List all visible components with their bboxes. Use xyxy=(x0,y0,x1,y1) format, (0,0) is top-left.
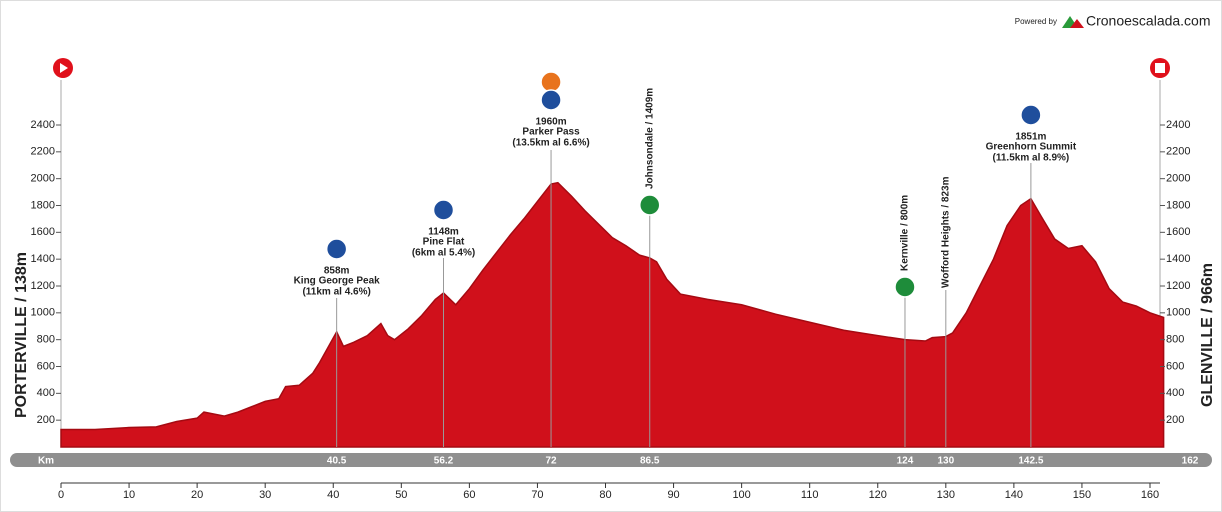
x-tick-label: 30 xyxy=(259,489,271,501)
climb-detail: (11km al 4.6%) xyxy=(302,287,370,298)
y2-tick-label: 200 xyxy=(1166,414,1184,426)
km-marker-label: 124 xyxy=(897,456,914,467)
waypoint-icon xyxy=(432,199,455,221)
x-tick-label: 20 xyxy=(191,489,203,501)
start-icon xyxy=(60,63,68,73)
x-tick-label: 100 xyxy=(732,489,750,501)
climb-detail: (6km al 5.4%) xyxy=(412,248,475,259)
waypoint-icon xyxy=(894,276,916,298)
y2-tick-label: 600 xyxy=(1166,360,1184,372)
brand: Cronoescalada.com xyxy=(1086,13,1211,29)
y2-tick-label: 1000 xyxy=(1166,307,1190,319)
x-tick-label: 120 xyxy=(869,489,887,501)
climb-name: Greenhorn Summit xyxy=(986,142,1077,153)
climb-name: Parker Pass xyxy=(522,127,580,138)
km-marker-label: 142.5 xyxy=(1018,456,1043,467)
km-bar xyxy=(10,453,1212,467)
waypoint-icon xyxy=(1020,104,1042,126)
x-tick-label: 130 xyxy=(937,489,955,501)
waypoint-name: Kernville / 800m xyxy=(900,195,911,271)
y-tick-label: 800 xyxy=(37,334,55,346)
x-tick-label: 0 xyxy=(58,489,64,501)
y2-tick-label: 2200 xyxy=(1166,146,1190,158)
climb-elevation: 1148m xyxy=(428,227,459,238)
climb-elevation: 1960m xyxy=(535,117,566,128)
finish-label: GLENVILLE / 966m xyxy=(1199,263,1216,407)
waypoint-icon xyxy=(325,238,348,260)
y2-tick-label: 2400 xyxy=(1166,119,1190,131)
x-tick-label: 160 xyxy=(1141,489,1159,501)
y-tick-label: 2200 xyxy=(31,146,55,158)
x-tick-label: 10 xyxy=(123,489,135,501)
km-marker-label: 86.5 xyxy=(640,456,660,467)
x-tick-label: 110 xyxy=(801,489,819,501)
y2-tick-label: 1800 xyxy=(1166,199,1190,211)
waypoint-name: Johnsondale / 1409m xyxy=(644,88,655,189)
climb-detail: (13.5km al 6.6%) xyxy=(512,138,589,149)
climb-name: Pine Flat xyxy=(423,237,465,248)
x-tick-label: 70 xyxy=(531,489,543,501)
y-tick-label: 1000 xyxy=(31,307,55,319)
km-marker-label: 56.2 xyxy=(434,456,454,467)
climb-elevation: 1851m xyxy=(1015,132,1046,143)
km-marker-label: 162 xyxy=(1182,456,1199,467)
km-marker-label: 40.5 xyxy=(327,456,347,467)
y-tick-label: 1400 xyxy=(31,253,55,265)
x-tick-label: 60 xyxy=(463,489,475,501)
climb-name: King George Peak xyxy=(294,276,381,287)
waypoint-icon xyxy=(540,89,562,111)
y-tick-label: 600 xyxy=(37,360,55,372)
climb-elevation: 858m xyxy=(324,266,350,277)
x-tick-label: 140 xyxy=(1005,489,1023,501)
finish-icon xyxy=(1155,63,1165,73)
x-tick-label: 90 xyxy=(667,489,679,501)
y2-tick-label: 800 xyxy=(1166,334,1184,346)
y-tick-label: 400 xyxy=(37,387,55,399)
waypoint-icon xyxy=(638,194,661,216)
y-tick-label: 200 xyxy=(37,414,55,426)
x-tick-label: 40 xyxy=(327,489,339,501)
km-marker-label: 130 xyxy=(937,456,954,467)
x-tick-label: 150 xyxy=(1073,489,1091,501)
y-tick-label: 1600 xyxy=(31,226,55,238)
y2-tick-label: 1600 xyxy=(1166,226,1190,238)
start-label: PORTERVILLE / 138m xyxy=(13,252,30,418)
km-label: Km xyxy=(38,456,54,467)
y2-tick-label: 1200 xyxy=(1166,280,1190,292)
waypoint-name: Wofford Heights / 823m xyxy=(940,176,951,288)
x-tick-label: 50 xyxy=(395,489,407,501)
waypoint-icon xyxy=(540,71,562,93)
logo xyxy=(1070,19,1084,28)
km-marker-label: 72 xyxy=(545,456,557,467)
y2-tick-label: 2000 xyxy=(1166,173,1190,185)
y-tick-label: 2000 xyxy=(31,173,55,185)
y-tick-label: 1200 xyxy=(31,280,55,292)
x-tick-label: 80 xyxy=(599,489,611,501)
y-tick-label: 1800 xyxy=(31,199,55,211)
y-tick-label: 2400 xyxy=(31,119,55,131)
y2-tick-label: 1400 xyxy=(1166,253,1190,265)
powered-by: Powered by xyxy=(1015,17,1057,26)
climb-detail: (11.5km al 8.9%) xyxy=(993,153,1070,164)
y2-tick-label: 400 xyxy=(1166,387,1184,399)
